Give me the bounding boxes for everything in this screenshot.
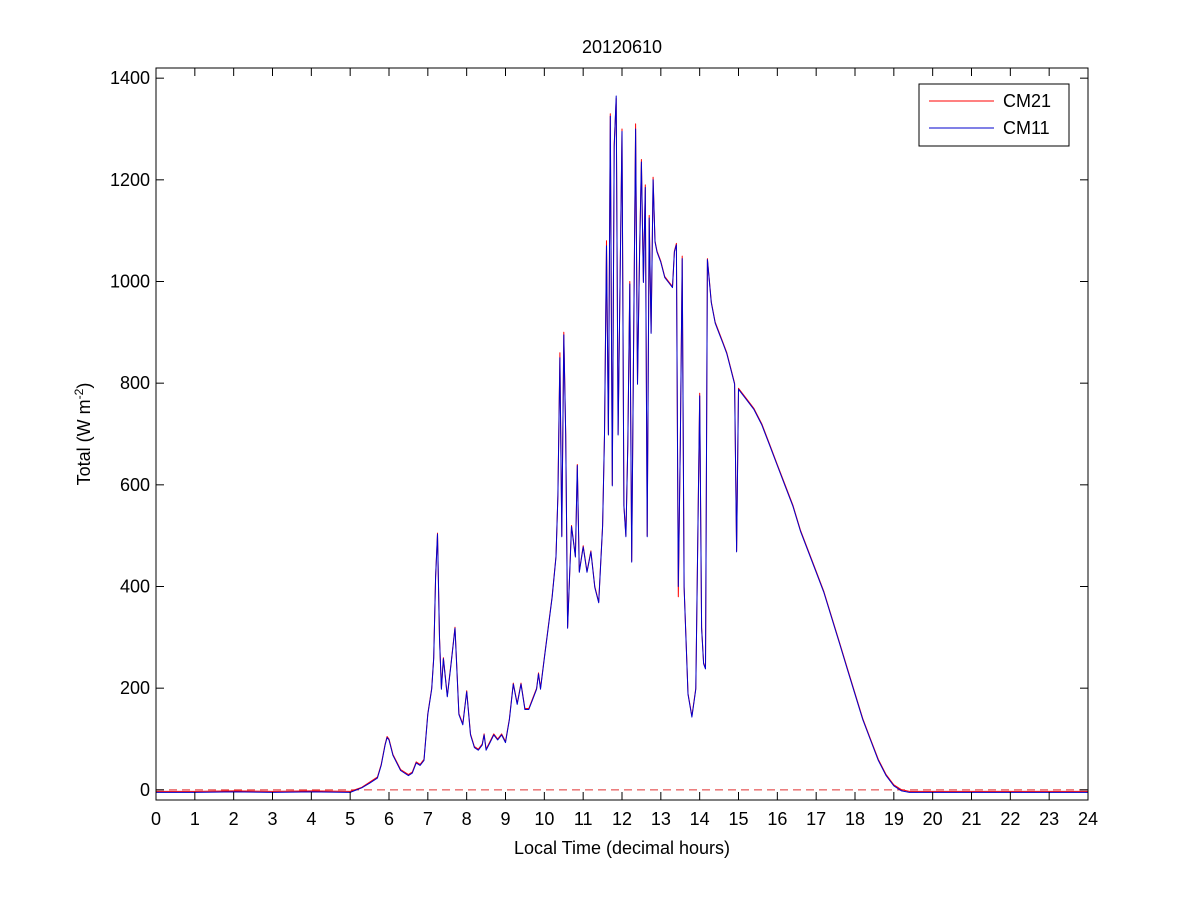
x-tick-label: 0 bbox=[151, 809, 161, 829]
y-tick-label: 400 bbox=[120, 577, 150, 597]
x-tick-label: 13 bbox=[651, 809, 671, 829]
y-tick-label: 1400 bbox=[110, 68, 150, 88]
x-tick-label: 1 bbox=[190, 809, 200, 829]
x-tick-label: 6 bbox=[384, 809, 394, 829]
legend-box bbox=[918, 83, 1070, 147]
x-tick-label: 2 bbox=[229, 809, 239, 829]
y-tick-label: 200 bbox=[120, 678, 150, 698]
x-tick-label: 16 bbox=[767, 809, 787, 829]
x-tick-label: 19 bbox=[884, 809, 904, 829]
x-tick-label: 7 bbox=[423, 809, 433, 829]
y-tick-label: 600 bbox=[120, 475, 150, 495]
x-tick-label: 14 bbox=[690, 809, 710, 829]
x-tick-label: 11 bbox=[574, 809, 593, 829]
y-axis-label-base: Total (W m bbox=[74, 399, 94, 485]
x-tick-label: 18 bbox=[845, 809, 865, 829]
legend-label-cm11: CM11 bbox=[1003, 118, 1050, 138]
y-axis-label-superscript: -2 bbox=[72, 388, 86, 399]
x-tick-label: 10 bbox=[534, 809, 554, 829]
y-tick-label: 1000 bbox=[110, 272, 150, 292]
x-tick-label: 15 bbox=[728, 809, 748, 829]
x-axis-label: Local Time (decimal hours) bbox=[514, 838, 730, 858]
y-axis-label: Total (W m-2) bbox=[72, 383, 94, 486]
x-tick-label: 9 bbox=[500, 809, 510, 829]
x-tick-label: 5 bbox=[345, 809, 355, 829]
y-tick-label: 0 bbox=[140, 780, 150, 800]
x-tick-label: 23 bbox=[1039, 809, 1059, 829]
y-tick-label: 1200 bbox=[110, 170, 150, 190]
x-tick-label: 22 bbox=[1000, 809, 1020, 829]
x-tick-label: 20 bbox=[923, 809, 943, 829]
legend: CM21 CM11 bbox=[918, 83, 1070, 147]
x-tick-label: 12 bbox=[612, 809, 632, 829]
x-tick-label: 4 bbox=[306, 809, 316, 829]
x-tick-label: 8 bbox=[462, 809, 472, 829]
legend-label-cm21: CM21 bbox=[1003, 91, 1051, 111]
y-axis-label-close: ) bbox=[74, 383, 94, 389]
y-tick-label: 800 bbox=[120, 373, 150, 393]
x-tick-label: 21 bbox=[961, 809, 981, 829]
x-tick-label: 17 bbox=[806, 809, 826, 829]
chart-title: 20120610 bbox=[582, 37, 662, 57]
series-line-cm11 bbox=[156, 95, 1088, 793]
x-tick-label: 24 bbox=[1078, 809, 1098, 829]
x-tick-label: 3 bbox=[267, 809, 277, 829]
